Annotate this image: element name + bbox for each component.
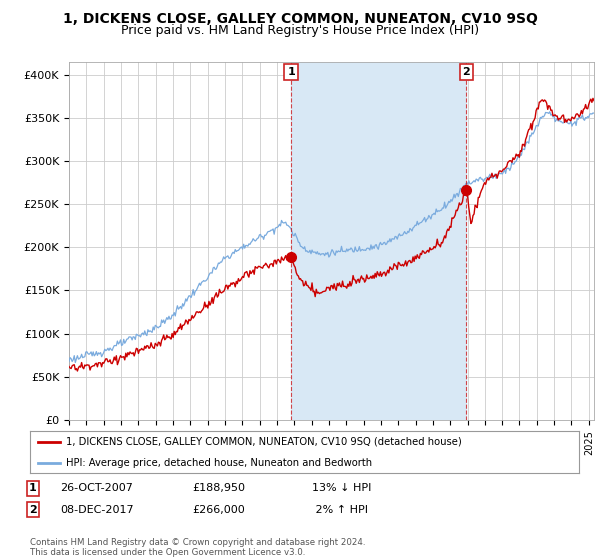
Text: 08-DEC-2017: 08-DEC-2017 — [60, 505, 134, 515]
Text: 1: 1 — [287, 67, 295, 77]
Text: £188,950: £188,950 — [192, 483, 245, 493]
Text: 26-OCT-2007: 26-OCT-2007 — [60, 483, 133, 493]
Text: 2% ↑ HPI: 2% ↑ HPI — [312, 505, 368, 515]
Text: Contains HM Land Registry data © Crown copyright and database right 2024.
This d: Contains HM Land Registry data © Crown c… — [30, 538, 365, 557]
Text: HPI: Average price, detached house, Nuneaton and Bedworth: HPI: Average price, detached house, Nune… — [65, 458, 372, 468]
Text: 2: 2 — [463, 67, 470, 77]
Text: 13% ↓ HPI: 13% ↓ HPI — [312, 483, 371, 493]
Text: £266,000: £266,000 — [192, 505, 245, 515]
Text: 1, DICKENS CLOSE, GALLEY COMMON, NUNEATON, CV10 9SQ: 1, DICKENS CLOSE, GALLEY COMMON, NUNEATO… — [62, 12, 538, 26]
Text: Price paid vs. HM Land Registry's House Price Index (HPI): Price paid vs. HM Land Registry's House … — [121, 24, 479, 36]
Text: 2: 2 — [29, 505, 37, 515]
Text: 1: 1 — [29, 483, 37, 493]
Text: 1, DICKENS CLOSE, GALLEY COMMON, NUNEATON, CV10 9SQ (detached house): 1, DICKENS CLOSE, GALLEY COMMON, NUNEATO… — [65, 437, 461, 447]
Bar — [291, 62, 466, 420]
